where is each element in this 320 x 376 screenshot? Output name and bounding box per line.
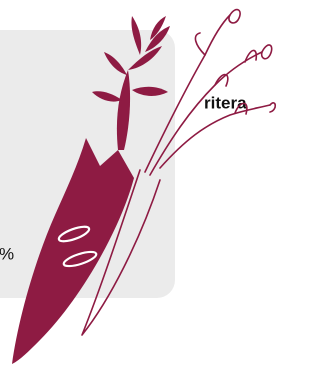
page: ritera % (0, 0, 278, 376)
screenshot: ritera % (0, 0, 278, 376)
percent: % (0, 244, 14, 263)
heading: ritera (204, 93, 247, 112)
